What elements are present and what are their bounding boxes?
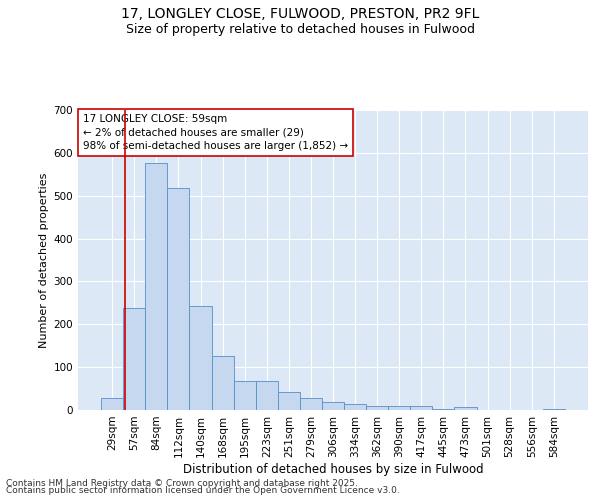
Text: Contains HM Land Registry data © Crown copyright and database right 2025.: Contains HM Land Registry data © Crown c… (6, 478, 358, 488)
X-axis label: Distribution of detached houses by size in Fulwood: Distribution of detached houses by size … (182, 462, 484, 475)
Bar (101, 398, 123, 410)
Bar (366, 406, 388, 410)
Text: Size of property relative to detached houses in Fulwood: Size of property relative to detached ho… (125, 22, 475, 36)
Bar (388, 406, 410, 410)
Bar (278, 392, 300, 410)
Bar (190, 306, 212, 410)
Bar (123, 308, 145, 410)
Bar (300, 398, 322, 410)
Bar (410, 406, 433, 410)
Bar (433, 408, 454, 410)
Bar (233, 382, 256, 410)
Bar (344, 404, 366, 410)
Text: 17, LONGLEY CLOSE, FULWOOD, PRESTON, PR2 9FL: 17, LONGLEY CLOSE, FULWOOD, PRESTON, PR2… (121, 8, 479, 22)
Bar (322, 402, 344, 410)
Text: 17 LONGLEY CLOSE: 59sqm
← 2% of detached houses are smaller (29)
98% of semi-det: 17 LONGLEY CLOSE: 59sqm ← 2% of detached… (83, 114, 348, 151)
Bar (543, 409, 565, 410)
Bar (454, 407, 476, 410)
Y-axis label: Number of detached properties: Number of detached properties (40, 172, 49, 348)
Bar (145, 162, 167, 410)
Bar (212, 356, 233, 410)
Text: Contains public sector information licensed under the Open Government Licence v3: Contains public sector information licen… (6, 486, 400, 495)
Bar (256, 382, 278, 410)
Bar (167, 188, 190, 410)
